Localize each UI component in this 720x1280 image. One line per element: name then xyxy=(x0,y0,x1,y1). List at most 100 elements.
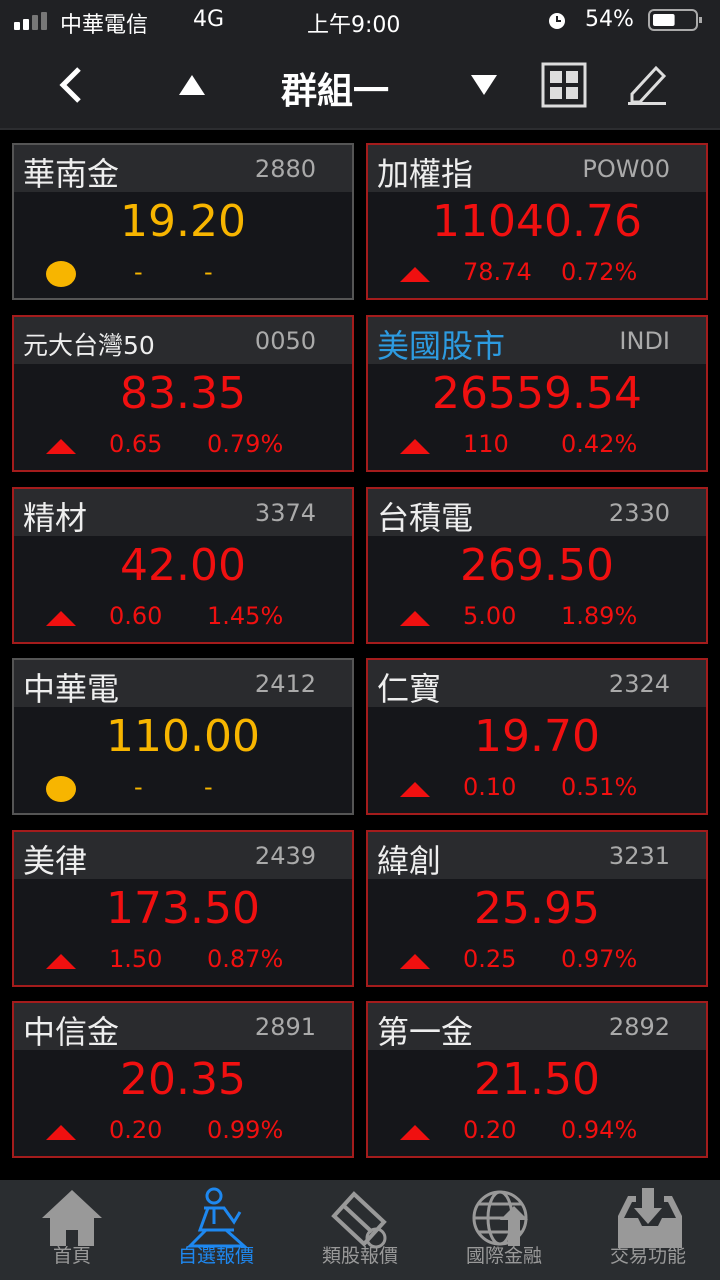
stock-name: 台積電 xyxy=(377,499,474,537)
quote-card[interactable]: 仁寶 2324 19.70 0.10 0.51% xyxy=(366,658,708,815)
back-button[interactable] xyxy=(45,40,95,130)
battery-percent: 54% xyxy=(585,7,634,32)
stock-code: INDI xyxy=(619,327,670,355)
card-header: 緯創 3231 xyxy=(368,832,706,880)
stock-code: POW00 xyxy=(582,155,670,183)
change-value: 0.20 xyxy=(109,1116,163,1144)
change-row: 1.50 0.87% xyxy=(14,941,352,981)
signal-icon xyxy=(14,11,54,36)
up-triangle-icon xyxy=(46,439,76,454)
alarm-icon xyxy=(546,9,568,37)
edit-button[interactable] xyxy=(622,40,674,130)
up-triangle-icon xyxy=(400,954,430,969)
tab-1[interactable]: 首頁 xyxy=(0,1180,144,1280)
quote-card[interactable]: 加權指 POW00 11040.76 78.74 0.72% xyxy=(366,143,708,300)
flat-dot-icon xyxy=(46,261,76,287)
inbox-download-icon xyxy=(618,1188,682,1248)
stock-name: 仁寶 xyxy=(377,670,442,708)
grid-icon xyxy=(541,62,587,108)
quote-card[interactable]: 美律 2439 173.50 1.50 0.87% xyxy=(12,830,354,987)
change-row: 0.25 0.97% xyxy=(368,941,706,981)
tab-bar: 首頁 自選報價 類股報價 國際金融 交易功能 xyxy=(0,1180,720,1280)
tab-2[interactable]: 自選報價 xyxy=(144,1180,288,1280)
change-percent: 0.97% xyxy=(561,945,638,973)
change-percent: 0.87% xyxy=(207,945,284,973)
stock-code: 0050 xyxy=(254,327,316,355)
quote-card[interactable]: 中信金 2891 20.35 0.20 0.99% xyxy=(12,1001,354,1158)
quote-card[interactable]: 精材 3374 42.00 0.60 1.45% xyxy=(12,487,354,644)
stock-name: 美國股市 xyxy=(377,327,506,365)
quote-card[interactable]: 中華電 2412 110.00 - - xyxy=(12,658,354,815)
price: 26559.54 xyxy=(432,368,642,419)
card-header: 仁寶 2324 xyxy=(368,660,706,708)
quote-card[interactable]: 華南金 2880 19.20 - - xyxy=(12,143,354,300)
change-percent: - xyxy=(204,773,213,801)
flat-dot-icon xyxy=(46,776,76,802)
stock-name: 中華電 xyxy=(23,670,120,708)
price: 110.00 xyxy=(106,711,260,762)
nav-bar: 群組一 xyxy=(0,40,720,130)
film-dollar-icon xyxy=(331,1191,387,1249)
stock-code: 3231 xyxy=(608,842,670,870)
card-header: 中信金 2891 xyxy=(14,1003,352,1051)
tab-label: 類股報價 xyxy=(321,1245,398,1267)
change-row: - - xyxy=(14,769,352,809)
carrier: 中華電信 xyxy=(60,13,149,38)
card-header: 美律 2439 xyxy=(14,832,352,880)
stock-name: 精材 xyxy=(23,499,88,537)
change-row: 0.20 0.99% xyxy=(14,1112,352,1152)
up-triangle-icon xyxy=(400,439,430,454)
change-row: 0.20 0.94% xyxy=(368,1112,706,1152)
price: 21.50 xyxy=(474,1054,600,1105)
price: 25.95 xyxy=(474,883,600,934)
tab-3[interactable]: 類股報價 xyxy=(288,1180,432,1280)
change-value: 110 xyxy=(463,430,509,458)
price: 42.00 xyxy=(120,540,246,591)
card-header: 加權指 POW00 xyxy=(368,145,706,193)
triangle-up-icon xyxy=(179,75,205,95)
stock-code: 3374 xyxy=(254,499,316,527)
price: 11040.76 xyxy=(432,196,642,247)
stock-name: 華南金 xyxy=(23,155,120,193)
stock-name: 美律 xyxy=(23,842,88,880)
pencil-icon xyxy=(628,65,667,105)
home-icon xyxy=(42,1190,102,1246)
stock-name: 加權指 xyxy=(377,155,474,193)
up-triangle-icon xyxy=(46,611,76,626)
change-row: 0.10 0.51% xyxy=(368,769,706,809)
price: 269.50 xyxy=(460,540,614,591)
up-triangle-icon xyxy=(400,267,430,282)
price: 20.35 xyxy=(120,1054,246,1105)
change-percent: - xyxy=(204,258,213,286)
change-percent: 0.94% xyxy=(561,1116,638,1144)
triangle-down-icon xyxy=(471,75,497,95)
quote-card[interactable]: 台積電 2330 269.50 5.00 1.89% xyxy=(366,487,708,644)
price: 173.50 xyxy=(106,883,260,934)
grid-view-button[interactable] xyxy=(538,40,590,130)
tab-label: 交易功能 xyxy=(609,1245,686,1267)
quote-card[interactable]: 第一金 2892 21.50 0.20 0.94% xyxy=(366,1001,708,1158)
change-row: 110 0.42% xyxy=(368,426,706,466)
change-percent: 0.42% xyxy=(561,430,638,458)
stock-name: 中信金 xyxy=(23,1013,120,1051)
change-percent: 1.89% xyxy=(561,602,638,630)
change-percent: 0.79% xyxy=(207,430,284,458)
change-value: 0.60 xyxy=(109,602,163,630)
quote-card[interactable]: 元大台灣50 0050 83.35 0.65 0.79% xyxy=(12,315,354,472)
tab-5[interactable]: 交易功能 xyxy=(576,1180,720,1280)
tab-4[interactable]: 國際金融 xyxy=(432,1180,576,1280)
person-desk-icon xyxy=(186,1187,248,1248)
card-header: 台積電 2330 xyxy=(368,489,706,537)
tab-label: 首頁 xyxy=(52,1245,91,1267)
next-group-button[interactable] xyxy=(462,40,506,130)
change-value: 5.00 xyxy=(463,602,517,630)
quote-card[interactable]: 美國股市 INDI 26559.54 110 0.42% xyxy=(366,315,708,472)
network: 4G xyxy=(193,7,225,32)
previous-group-button[interactable] xyxy=(170,40,214,130)
quote-card[interactable]: 緯創 3231 25.95 0.25 0.97% xyxy=(366,830,708,987)
card-header: 精材 3374 xyxy=(14,489,352,537)
price: 19.20 xyxy=(120,196,246,247)
change-percent: 0.51% xyxy=(561,773,638,801)
stock-code: 2439 xyxy=(254,842,316,870)
change-value: 0.10 xyxy=(463,773,517,801)
